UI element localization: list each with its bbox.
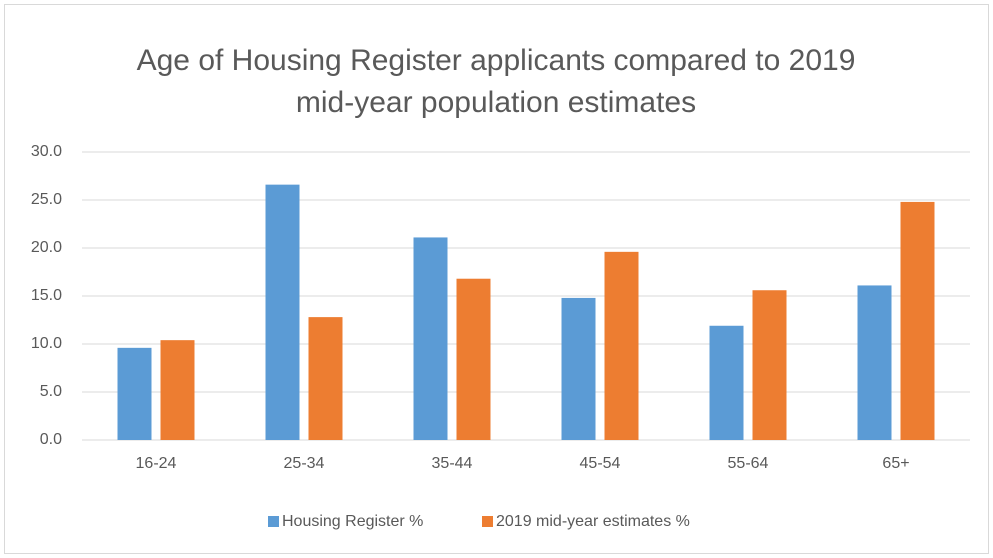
bar [604, 251, 639, 440]
chart-title: Age of Housing Register applicants compa… [136, 44, 856, 119]
bar [160, 340, 195, 440]
y-tick-label: 10.0 [31, 335, 62, 352]
y-tick-label: 25.0 [31, 191, 62, 208]
x-tick-label: 45-54 [580, 455, 621, 472]
bar [413, 237, 448, 440]
legend-label: Housing Register % [282, 513, 423, 530]
bar [308, 317, 343, 440]
legend-swatch [268, 516, 279, 527]
bar [709, 325, 744, 440]
chart-border [4, 4, 989, 554]
x-tick-label: 35-44 [432, 455, 473, 472]
bar [900, 201, 935, 440]
bar [456, 278, 491, 440]
bar [752, 290, 787, 440]
y-tick-label: 15.0 [31, 287, 62, 304]
legend-label: 2019 mid-year estimates % [496, 513, 690, 530]
bar [857, 285, 892, 440]
x-tick-label: 55-64 [728, 455, 769, 472]
y-tick-label: 0.0 [40, 431, 62, 448]
x-tick-label: 16-24 [136, 455, 177, 472]
bar [265, 184, 300, 440]
y-tick-label: 30.0 [31, 143, 62, 160]
bar [561, 297, 596, 440]
legend-swatch [482, 516, 493, 527]
x-tick-label: 65+ [882, 455, 909, 472]
bar [117, 347, 152, 440]
x-tick-label: 25-34 [284, 455, 325, 472]
y-tick-label: 20.0 [31, 239, 62, 256]
y-tick-label: 5.0 [40, 383, 62, 400]
